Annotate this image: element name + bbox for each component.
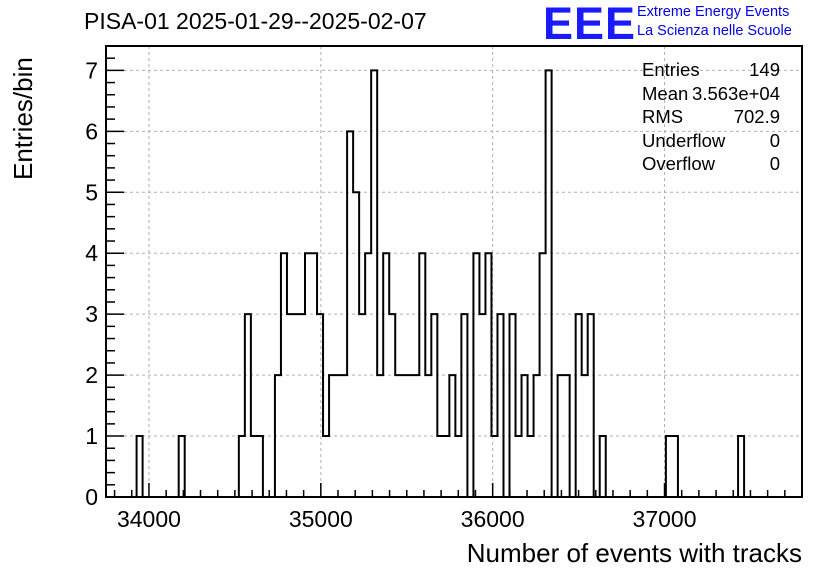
y-tick-label: 6 — [85, 118, 98, 144]
stats-box: Entries 149 Mean 3.563e+04 RMS 702.9 Und… — [642, 59, 780, 177]
stats-key: Entries — [642, 59, 700, 80]
eee-logo: EEE — [543, 0, 637, 49]
y-tick-label: 7 — [85, 57, 98, 83]
y-tick-label: 0 — [85, 484, 98, 510]
x-tick-label: 35000 — [289, 506, 353, 532]
y-tick-label: 2 — [85, 362, 98, 388]
y-tick-label: 1 — [85, 423, 98, 449]
stats-row-overflow: Overflow 0 — [642, 153, 780, 177]
x-tick-label: 37000 — [633, 506, 697, 532]
x-axis-label: Number of events with tracks — [466, 538, 802, 568]
y-tick-label: 5 — [85, 179, 98, 205]
stats-row-rms: RMS 702.9 — [642, 106, 780, 130]
eee-logo-text: Extreme Energy Events La Scienza nelle S… — [637, 3, 792, 41]
x-tick-label: 34000 — [117, 506, 181, 532]
stats-key: RMS — [642, 106, 684, 127]
stats-key: Underflow — [642, 129, 726, 151]
x-tick-label: 36000 — [461, 506, 525, 532]
y-tick-label: 3 — [85, 301, 98, 327]
stats-value: 702.9 — [733, 106, 780, 127]
logo-line-1: Extreme Energy Events — [637, 4, 790, 20]
y-tick-label: 4 — [85, 240, 98, 266]
stats-row-underflow: Underflow 0 — [642, 130, 780, 154]
stats-row-entries: Entries 149 — [642, 59, 780, 83]
stats-key: Overflow — [642, 153, 715, 174]
stats-value: 3.563e+04 — [692, 82, 780, 104]
stats-value: 0 — [769, 153, 780, 174]
plot-frame — [105, 45, 803, 498]
chart-title: PISA-01 2025-01-29--2025-02-07 — [84, 8, 427, 34]
stats-key: Mean — [642, 82, 689, 104]
logo-line-2: La Scienza nelle Scuole — [637, 23, 792, 39]
y-axis-label: Entries/bin — [8, 57, 38, 180]
stats-value: 149 — [749, 59, 780, 80]
stats-row-mean: Mean 3.563e+04 — [642, 83, 780, 107]
axis-ticks: 34000 35000 36000 37000 0 1 2 3 4 5 6 7 — [85, 45, 803, 532]
stats-value: 0 — [769, 129, 780, 151]
